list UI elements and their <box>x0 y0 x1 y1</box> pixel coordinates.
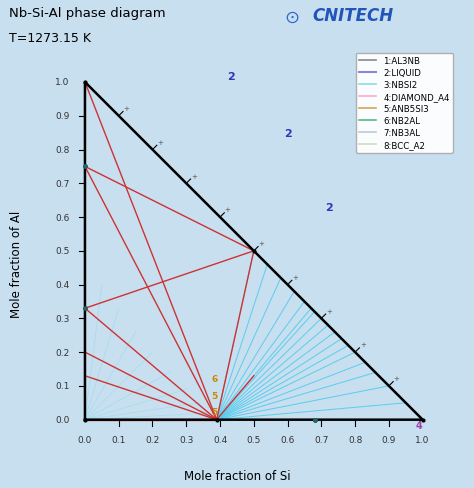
Text: 0.3: 0.3 <box>55 314 70 323</box>
Text: 1.0: 1.0 <box>415 435 430 444</box>
Text: +: + <box>191 173 197 179</box>
Text: 5: 5 <box>211 407 218 416</box>
Text: 0.9: 0.9 <box>382 435 396 444</box>
Text: 0.1: 0.1 <box>111 435 126 444</box>
Text: 1.0: 1.0 <box>55 79 70 87</box>
Text: T=1273.15 K: T=1273.15 K <box>9 32 91 45</box>
Text: Mole fraction of Al: Mole fraction of Al <box>10 210 23 317</box>
Text: 5: 5 <box>211 391 218 400</box>
Text: 0.2: 0.2 <box>55 348 70 357</box>
Text: +: + <box>292 274 298 280</box>
Text: 0.4: 0.4 <box>55 281 70 289</box>
Legend: 1:AL3NB, 2:LIQUID, 3:NBSI2, 4:DIAMOND_A4, 5:ANB5SI3, 6:NB2AL, 7:NB3AL, 8:BCC_A2: 1:AL3NB, 2:LIQUID, 3:NBSI2, 4:DIAMOND_A4… <box>356 53 453 153</box>
Text: 0.5: 0.5 <box>55 247 70 256</box>
Text: Mole fraction of Si: Mole fraction of Si <box>184 469 290 482</box>
Text: 0.6: 0.6 <box>55 213 70 222</box>
Text: 0.9: 0.9 <box>55 112 70 121</box>
Text: ⊙: ⊙ <box>284 9 300 27</box>
Text: +: + <box>326 308 332 314</box>
Text: 4: 4 <box>416 420 423 430</box>
Text: 0.8: 0.8 <box>55 146 70 155</box>
Text: +: + <box>393 375 400 382</box>
Text: 2: 2 <box>227 71 235 81</box>
Text: 0.0: 0.0 <box>55 415 70 424</box>
Text: 2: 2 <box>325 203 332 213</box>
Text: 6: 6 <box>211 374 218 383</box>
Text: 0.7: 0.7 <box>314 435 328 444</box>
Text: 0.0: 0.0 <box>78 435 92 444</box>
Text: +: + <box>225 207 231 213</box>
Text: 0.7: 0.7 <box>55 180 70 188</box>
Text: 0.8: 0.8 <box>348 435 362 444</box>
Text: 0.4: 0.4 <box>213 435 227 444</box>
Text: 0.6: 0.6 <box>281 435 295 444</box>
Text: +: + <box>157 140 163 145</box>
Text: Nb-Si-Al phase diagram: Nb-Si-Al phase diagram <box>9 7 166 20</box>
Text: +: + <box>123 106 129 112</box>
Text: 0.2: 0.2 <box>146 435 160 444</box>
Text: 2: 2 <box>284 129 292 139</box>
Text: CNITECH: CNITECH <box>313 7 394 25</box>
Text: 0.3: 0.3 <box>179 435 193 444</box>
Text: +: + <box>258 241 264 246</box>
Text: 0.5: 0.5 <box>246 435 261 444</box>
Text: 0.1: 0.1 <box>55 382 70 390</box>
Text: +: + <box>360 342 366 348</box>
